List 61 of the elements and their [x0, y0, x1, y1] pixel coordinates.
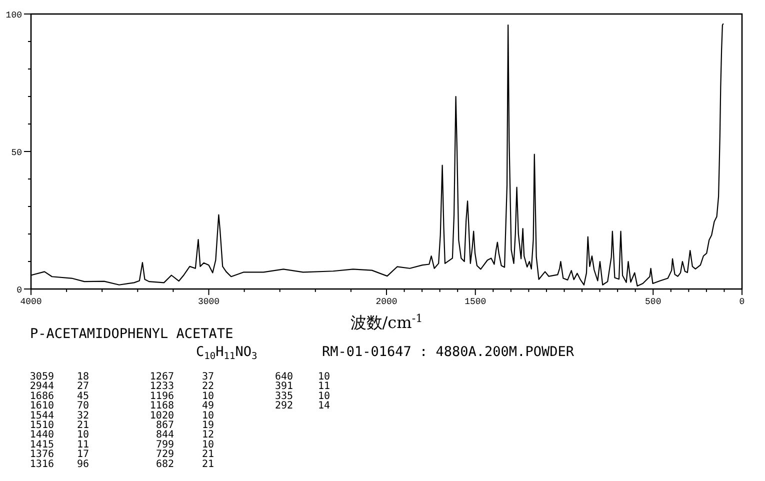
text: 1440: [30, 430, 54, 441]
text: 729: [156, 449, 174, 460]
x-tick-label: 2000: [376, 297, 398, 307]
y-tick-label: 50: [11, 148, 22, 158]
text: 10: [318, 372, 330, 382]
text: 11: [77, 439, 90, 450]
text: 844: [156, 430, 174, 441]
text: 1376: [30, 449, 54, 460]
text: 10: [77, 430, 90, 441]
x-tick-label: 0: [739, 297, 745, 307]
y-tick-label: 0: [16, 286, 22, 296]
y-tick-label: 100: [6, 10, 22, 20]
text: 21: [77, 420, 90, 431]
text: 1233: [150, 381, 174, 392]
text: 1610: [30, 400, 54, 412]
text: 1196: [150, 390, 174, 402]
text: 21: [202, 458, 214, 470]
text: 96: [77, 458, 90, 470]
text: 335: [274, 390, 293, 402]
text: RM-01-01647 : 4880A.200M.POWDER: [322, 344, 574, 360]
text: 640: [274, 372, 293, 382]
text: 2944: [30, 381, 54, 392]
text: 27: [77, 381, 90, 392]
text: 70: [77, 400, 90, 412]
text: 1415: [30, 439, 54, 450]
text: P-ACETAMIDOPHENYL ACETATE: [30, 326, 234, 342]
text: 22: [202, 381, 214, 392]
text: 1267: [150, 372, 174, 382]
text: 32: [77, 410, 90, 422]
text: 1168: [150, 400, 174, 412]
text: 1544: [30, 410, 54, 422]
text: 867: [156, 420, 174, 431]
text: 682: [156, 458, 174, 470]
text: 1316: [30, 458, 54, 470]
text: 14: [318, 400, 330, 412]
text: 11: [318, 381, 330, 392]
text: 37: [202, 372, 214, 382]
text: 3059: [30, 372, 54, 382]
x-tick-label: 4000: [20, 297, 42, 307]
text: 1020: [150, 410, 174, 422]
text: 10: [202, 439, 214, 450]
text: 12: [202, 430, 214, 441]
text: 292: [274, 400, 293, 412]
text: 45: [77, 390, 90, 402]
text: 1510: [30, 420, 54, 431]
text: 10: [202, 410, 214, 422]
x-tick-label: 500: [645, 297, 662, 307]
text: 49: [202, 400, 214, 412]
text: 17: [77, 449, 90, 460]
text: 1686: [30, 390, 54, 402]
text: C$_{10}$H$_{11}$NO$_{3}$: [196, 344, 258, 362]
x-tick-label: 3000: [198, 297, 220, 307]
x-axis-title: 波数/cm$^{-1}$: [350, 312, 423, 332]
x-tick-label: 1500: [464, 297, 486, 307]
text: 10: [202, 390, 214, 402]
text: 18: [77, 372, 90, 382]
text: 10: [318, 390, 330, 402]
text: 21: [202, 449, 214, 460]
text: 799: [156, 439, 174, 450]
text: 391: [274, 381, 293, 392]
text: 19: [202, 420, 214, 431]
